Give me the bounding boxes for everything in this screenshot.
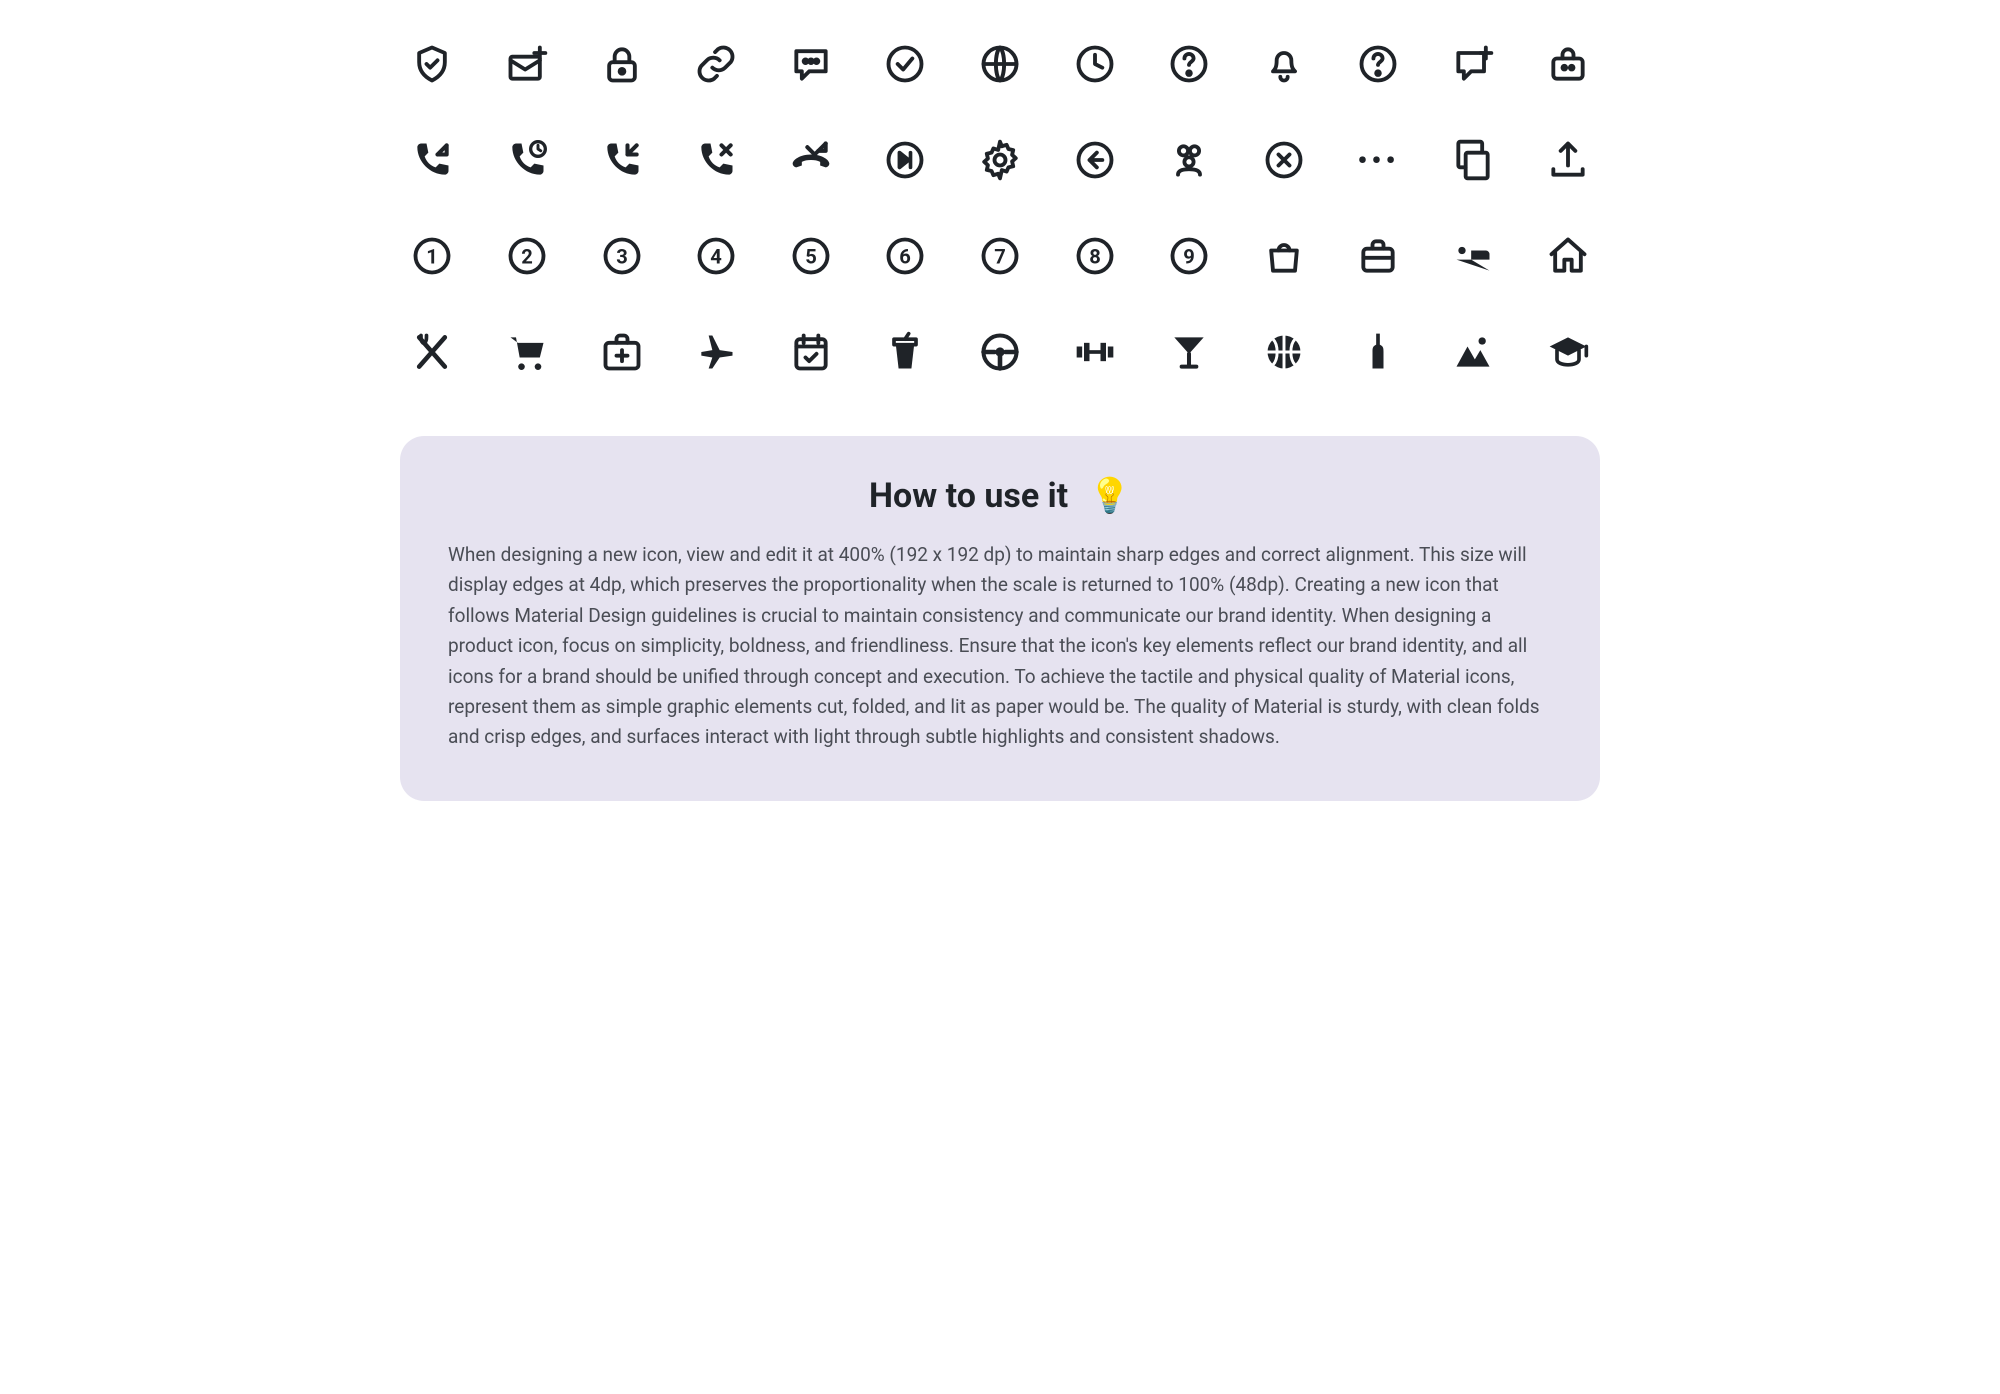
svg-text:1: 1 — [427, 244, 439, 268]
mountains-icon — [1449, 328, 1497, 376]
first-aid-icon — [598, 328, 646, 376]
icon-grid: ••• 1 2 3 4 5 6 7 8 9 — [400, 40, 1600, 376]
circle-3-icon: 3 — [598, 232, 646, 280]
svg-text:6: 6 — [900, 244, 912, 268]
svg-text:4: 4 — [710, 244, 722, 268]
check-circle-icon — [881, 40, 929, 88]
copy-icon — [1449, 136, 1497, 184]
users-group-icon — [1165, 136, 1213, 184]
cart-icon — [503, 328, 551, 376]
circle-5-icon: 5 — [787, 232, 835, 280]
svg-text:9: 9 — [1183, 244, 1195, 268]
circle-4-icon: 4 — [692, 232, 740, 280]
wine-bottle-icon — [1354, 328, 1402, 376]
graduation-cap-icon — [1544, 328, 1592, 376]
circle-1-icon: 1 — [408, 232, 456, 280]
globe-icon — [976, 40, 1024, 88]
mail-plus-icon — [503, 40, 551, 88]
circle-2-icon: 2 — [503, 232, 551, 280]
phone-x-icon — [692, 136, 740, 184]
bell-icon — [1260, 40, 1308, 88]
clock-icon — [1071, 40, 1119, 88]
shopping-bag-icon — [1260, 232, 1308, 280]
lock-icon — [598, 40, 646, 88]
drink-cup-icon — [881, 328, 929, 376]
circle-9-icon: 9 — [1165, 232, 1213, 280]
martini-icon — [1165, 328, 1213, 376]
circle-8-icon: 8 — [1071, 232, 1119, 280]
briefcase-icon — [1354, 232, 1402, 280]
link-icon — [692, 40, 740, 88]
circle-6-icon: 6 — [881, 232, 929, 280]
upload-icon — [1544, 136, 1592, 184]
airplane-icon — [692, 328, 740, 376]
comment-plus-icon — [1449, 40, 1497, 88]
phone-clock-icon — [503, 136, 551, 184]
shield-check-icon — [408, 40, 456, 88]
help-circle-icon — [1165, 40, 1213, 88]
circle-7-icon: 7 — [976, 232, 1024, 280]
skip-next-icon — [881, 136, 929, 184]
info-title-text: How to use it — [869, 476, 1068, 516]
settings-gear-icon — [976, 136, 1024, 184]
svg-text:3: 3 — [616, 244, 628, 268]
dots-icon: ••• — [1354, 136, 1402, 184]
calendar-check-icon — [787, 328, 835, 376]
steering-wheel-icon — [976, 328, 1024, 376]
svg-text:8: 8 — [1089, 244, 1101, 268]
info-title: How to use it 💡 — [448, 476, 1552, 516]
home-icon — [1544, 232, 1592, 280]
basketball-icon — [1260, 328, 1308, 376]
svg-text:2: 2 — [521, 244, 533, 268]
arrow-left-circle-icon — [1071, 136, 1119, 184]
dumbbell-icon — [1071, 328, 1119, 376]
close-circle-icon — [1260, 136, 1308, 184]
info-box: How to use it 💡 When designing a new ico… — [400, 436, 1600, 801]
chat-icon — [787, 40, 835, 88]
call-missed-icon — [787, 136, 835, 184]
phone-in-icon — [598, 136, 646, 184]
phone-out-icon — [408, 136, 456, 184]
lightbulb-icon: 💡 — [1089, 476, 1131, 516]
svg-text:7: 7 — [994, 244, 1006, 268]
question-circle-icon — [1354, 40, 1402, 88]
briefcase-lock-icon — [1544, 40, 1592, 88]
restaurant-icon — [408, 328, 456, 376]
svg-text:5: 5 — [805, 244, 817, 268]
bed-icon — [1449, 232, 1497, 280]
info-body: When designing a new icon, view and edit… — [448, 540, 1552, 753]
